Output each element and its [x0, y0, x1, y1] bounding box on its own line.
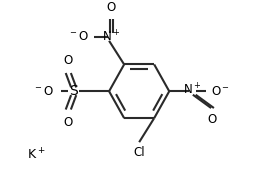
Text: K$^+$: K$^+$	[27, 147, 45, 162]
Text: O: O	[207, 113, 217, 126]
Text: N$^+$: N$^+$	[183, 83, 201, 98]
Text: O: O	[64, 53, 73, 67]
Text: $^-$O: $^-$O	[33, 85, 54, 98]
Text: O: O	[64, 116, 73, 129]
Text: N$^+$: N$^+$	[102, 29, 120, 44]
Text: O: O	[107, 1, 116, 14]
Text: S: S	[69, 84, 78, 98]
Text: Cl: Cl	[133, 146, 145, 159]
Text: O$^-$: O$^-$	[211, 85, 230, 98]
Text: $^-$O: $^-$O	[68, 30, 89, 43]
